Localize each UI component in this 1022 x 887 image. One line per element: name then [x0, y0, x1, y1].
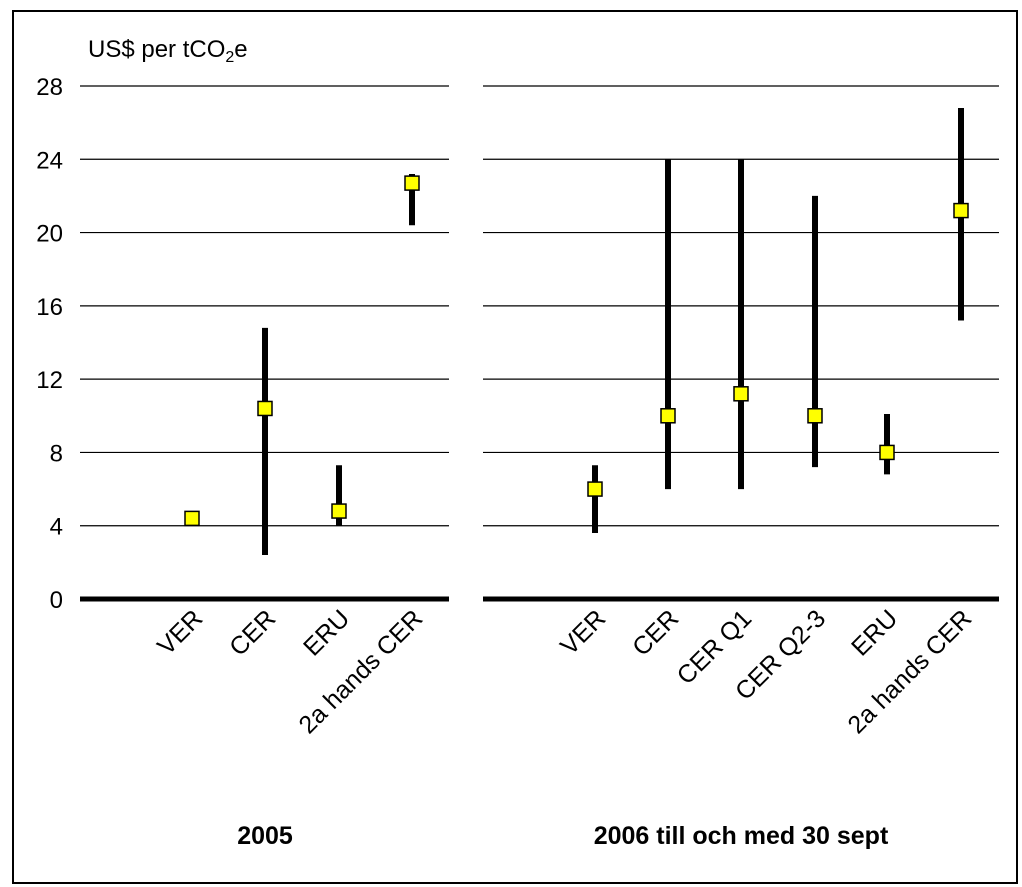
panel-title: 2006 till och med 30 sept [594, 822, 889, 850]
category-label: ERU [846, 604, 903, 661]
category-label: 2a hands CER [293, 604, 428, 739]
y-tick-label: 28 [36, 74, 63, 101]
value-marker [587, 481, 603, 497]
category-label: VER [152, 604, 208, 660]
value-marker [807, 408, 823, 424]
category-label: CER [627, 604, 684, 661]
chart-frame [12, 10, 1018, 884]
value-marker [953, 202, 969, 219]
value-marker [184, 510, 200, 527]
y-tick-label: 20 [36, 221, 63, 248]
category-label: CER [224, 604, 281, 661]
y-axis-unit-label: US$ per tCO2e [88, 36, 248, 66]
panel-title: 2005 [237, 822, 293, 850]
value-markers [184, 175, 969, 527]
range-bars [189, 107, 964, 556]
category-label: VER [555, 604, 611, 660]
category-label: ERU [298, 604, 355, 661]
gridlines [80, 85, 999, 527]
y-tick-label: 4 [50, 514, 63, 541]
y-tick-labels: 0 4 8 12 16 20 24 28 [36, 74, 63, 614]
value-marker [404, 175, 420, 191]
y-tick-label: 8 [50, 440, 63, 467]
y-tick-label: 12 [36, 367, 63, 394]
value-marker [331, 503, 347, 519]
value-marker [257, 400, 273, 417]
value-marker [879, 444, 895, 461]
y-tick-label: 16 [36, 294, 63, 321]
value-marker [733, 386, 749, 402]
panel-titles: 2005 2006 till och med 30 sept [237, 822, 889, 850]
y-tick-label: 24 [36, 147, 63, 174]
y-tick-label: 0 [50, 587, 63, 614]
value-marker [660, 408, 676, 424]
